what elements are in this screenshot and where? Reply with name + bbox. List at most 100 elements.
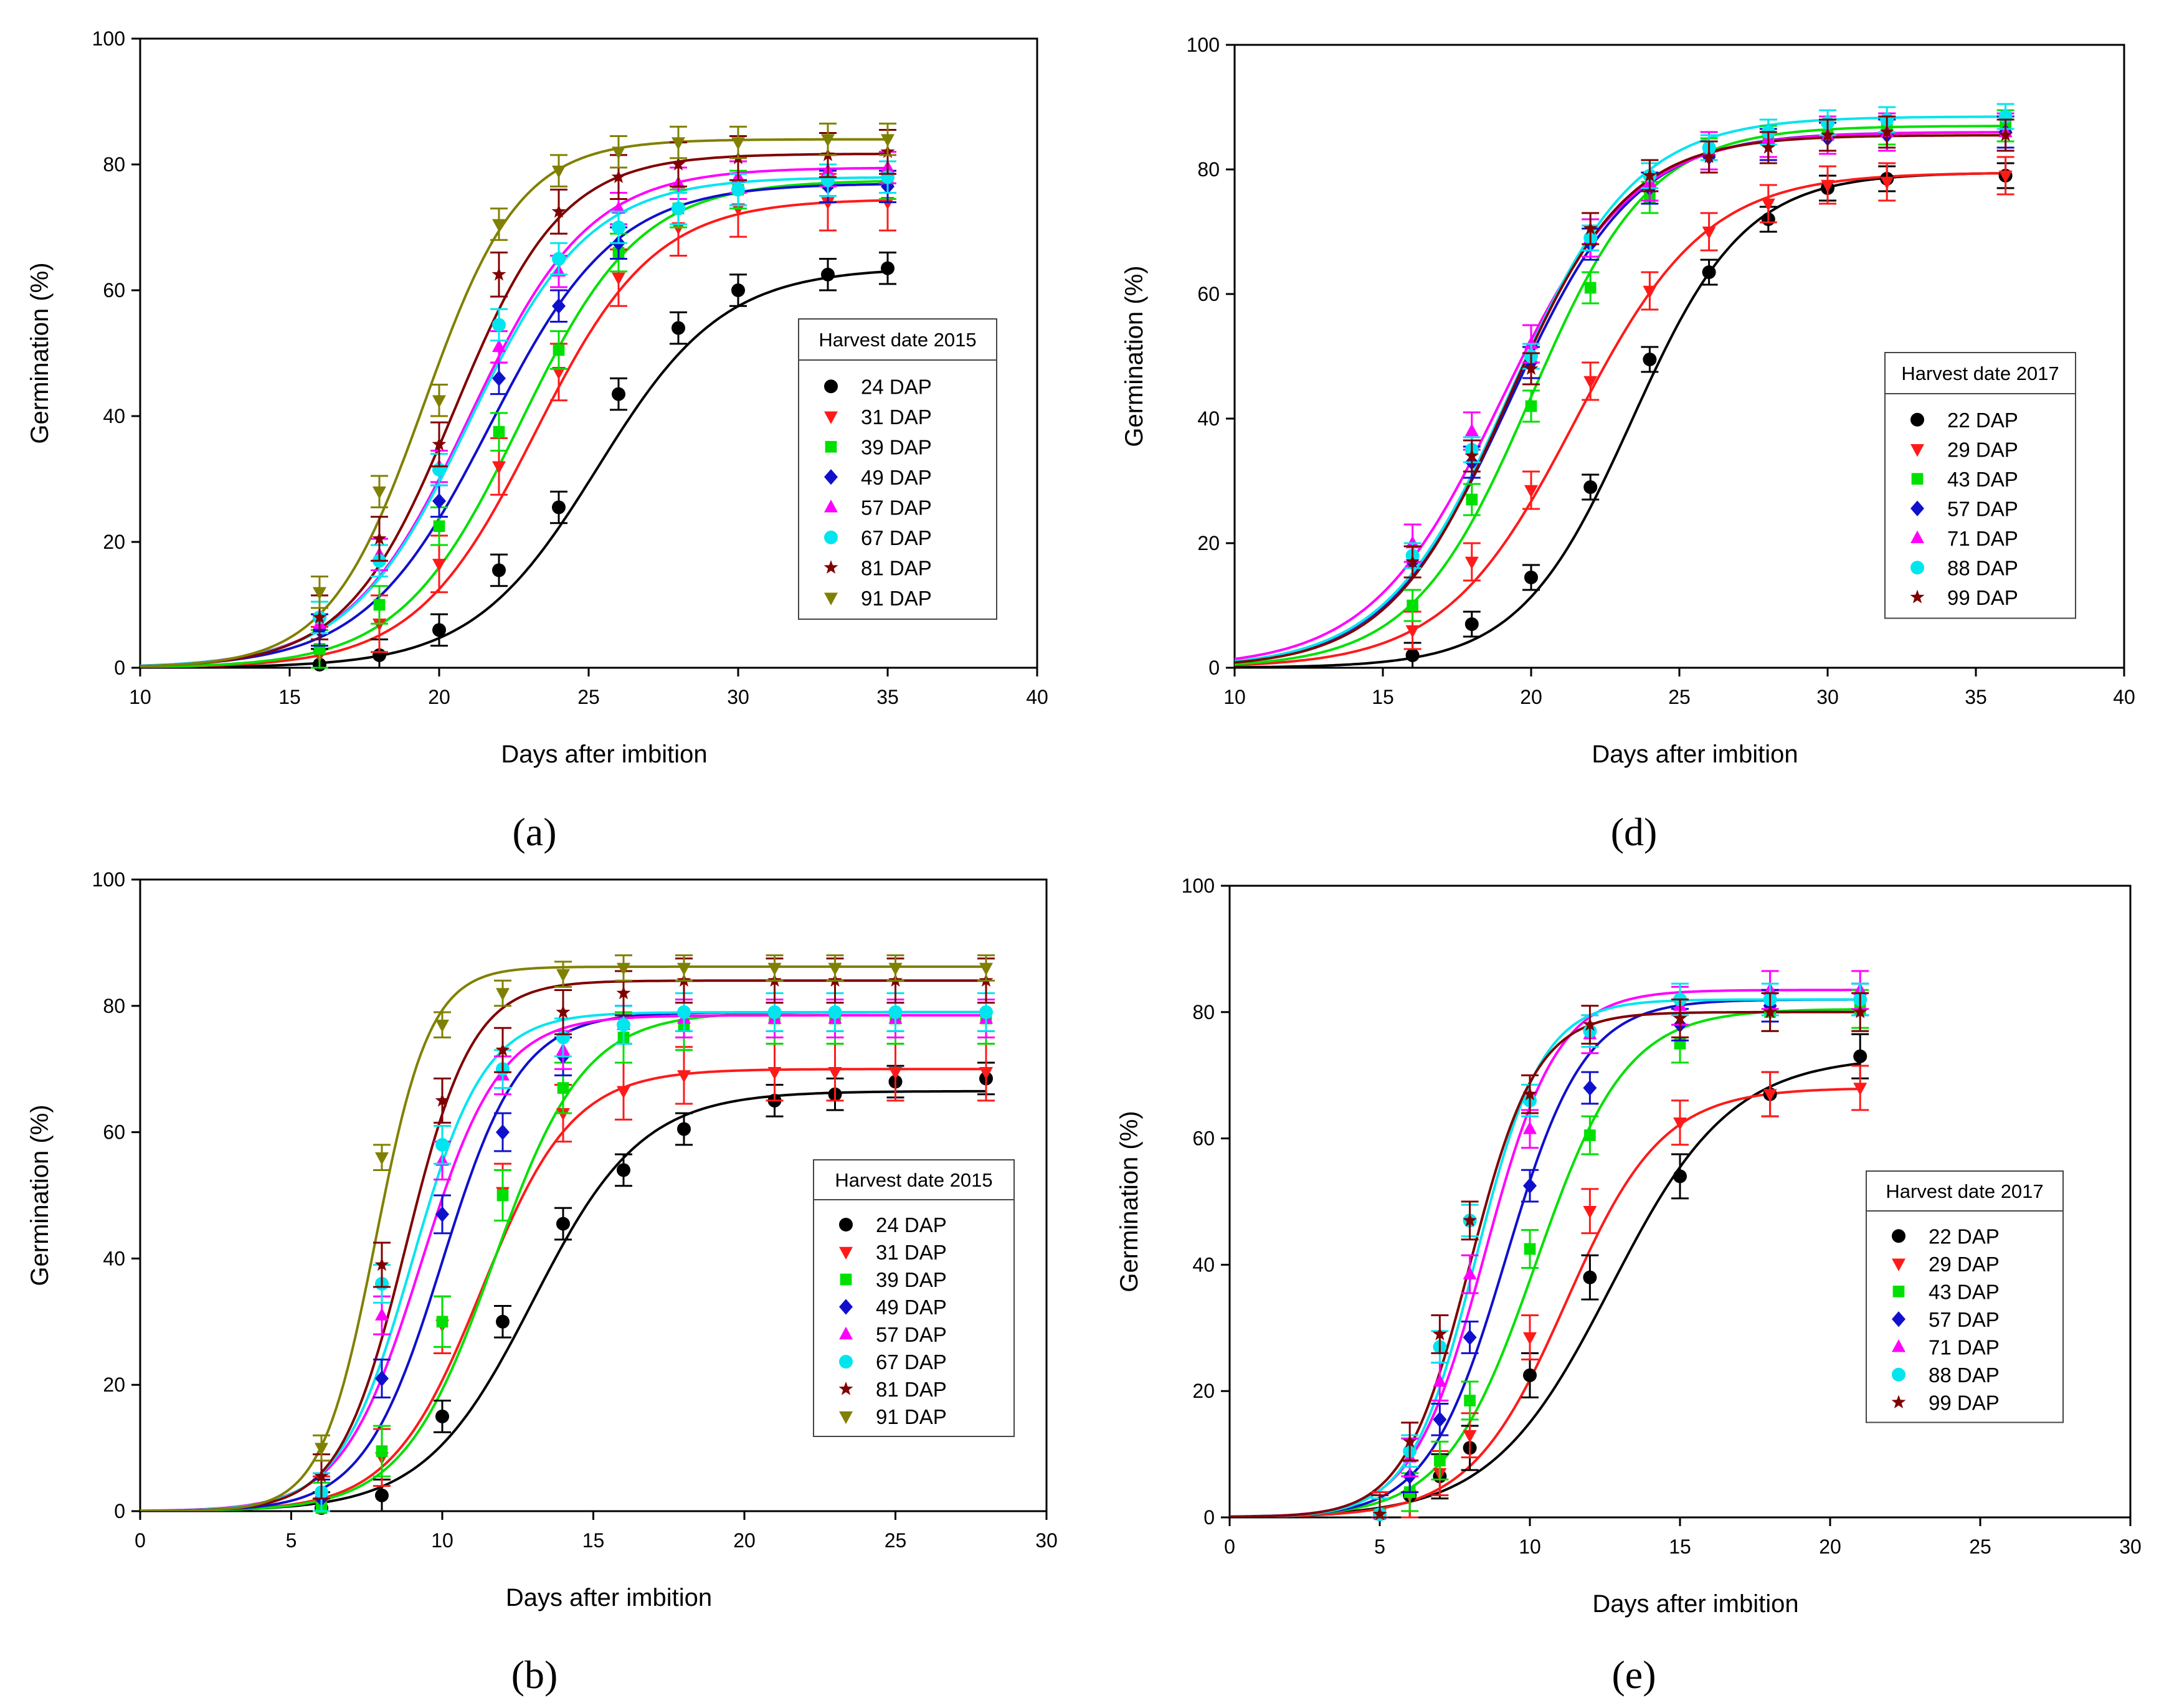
legend-title: Harvest date 2017: [1886, 1180, 2043, 1202]
data-point: [888, 1067, 903, 1080]
fit-curve-71-dap: [1230, 989, 1861, 1517]
legend-entry: 49 DAP: [861, 466, 932, 489]
y-tick-label: 80: [1192, 1001, 1215, 1023]
data-point: [1642, 168, 1657, 182]
x-tick-label: 15: [1669, 1535, 1691, 1558]
y-tick-label: 80: [1197, 158, 1220, 181]
x-tick-label: 25: [1668, 686, 1691, 708]
y-tick-label: 60: [103, 279, 125, 301]
fit-curve-67-dap: [140, 176, 888, 667]
data-point: [315, 1443, 328, 1456]
legend-marker: [1910, 561, 1924, 575]
data-point: [1407, 599, 1418, 612]
series-99-dap: [1371, 992, 1869, 1521]
data-point: [1466, 493, 1478, 506]
legend-marker: [839, 1326, 853, 1340]
data-point: [731, 203, 745, 216]
y-axis-label: Germination (%): [1116, 1111, 1143, 1292]
legend-marker: [1911, 473, 1924, 485]
x-tick-label: 35: [1965, 686, 1987, 708]
data-point: [1522, 1086, 1537, 1101]
data-point: [1525, 400, 1537, 412]
data-point: [492, 318, 506, 332]
legend-entry: 49 DAP: [876, 1296, 947, 1319]
data-point: [1879, 124, 1894, 138]
data-point: [1405, 648, 1420, 662]
data-point: [1405, 535, 1420, 549]
data-point: [1524, 571, 1538, 584]
legend-marker: [839, 1299, 853, 1315]
data-point: [1464, 423, 1479, 437]
legend-entry: 43 DAP: [1929, 1280, 2000, 1303]
legend-marker: [1910, 500, 1924, 516]
data-point: [492, 370, 506, 387]
data-point: [493, 425, 505, 438]
data-point: [731, 183, 745, 197]
data-point: [435, 1409, 449, 1423]
legend-entry: 29 DAP: [1929, 1253, 2000, 1276]
data-point: [556, 969, 570, 982]
legend-entry: 24 DAP: [861, 375, 932, 398]
data-point: [552, 165, 566, 179]
legend-entry: 29 DAP: [1947, 438, 2018, 461]
data-point: [677, 1122, 691, 1136]
data-point: [731, 137, 745, 150]
x-axis-label: Days after imbition: [501, 741, 707, 768]
legend-marker: [824, 500, 838, 513]
data-point: [1524, 485, 1538, 498]
y-tick-label: 60: [1197, 283, 1220, 305]
data-point: [612, 201, 625, 214]
y-tick-label: 60: [103, 1121, 125, 1144]
data-point: [551, 204, 566, 218]
data-point: [1434, 1454, 1446, 1467]
data-point: [1583, 376, 1598, 389]
legend-entry: 57 DAP: [861, 496, 932, 519]
legend-entry: 67 DAP: [861, 526, 932, 549]
fit-curve-49-dap: [140, 183, 888, 668]
panel-label-e: (e): [1611, 1653, 1656, 1697]
data-point: [1523, 1178, 1537, 1194]
data-point: [1584, 282, 1597, 294]
data-point: [617, 1163, 630, 1177]
legend-entry: 99 DAP: [1929, 1391, 2000, 1414]
x-axis-label: Days after imbition: [1592, 741, 1798, 768]
legend-marker: [1892, 1311, 1905, 1327]
data-point: [1673, 1169, 1687, 1184]
data-point: [616, 985, 631, 1000]
legend-marker: [824, 379, 838, 394]
fit-curve-43-dap: [1235, 125, 2006, 666]
data-point: [1523, 1121, 1537, 1134]
y-tick-label: 20: [1197, 532, 1220, 554]
data-point: [1432, 1326, 1447, 1340]
data-point: [828, 1067, 842, 1080]
data-point: [492, 563, 506, 577]
fit-curve-99-dap: [1230, 1010, 1861, 1517]
panel-label-b: (b): [511, 1653, 558, 1697]
legend-entry: 88 DAP: [1929, 1364, 2000, 1387]
y-axis-label: Germination (%): [26, 262, 54, 444]
legend-marker: [1892, 1229, 1905, 1243]
series-91-dap: [311, 122, 896, 609]
y-tick-label: 60: [1192, 1127, 1215, 1150]
y-tick-label: 40: [103, 405, 125, 427]
x-tick-label: 15: [1372, 686, 1394, 708]
legend-entry: 57 DAP: [876, 1323, 947, 1346]
legend-marker: [839, 1411, 853, 1425]
data-point: [1464, 617, 1479, 631]
y-tick-label: 40: [1192, 1253, 1215, 1276]
data-point: [1761, 140, 1776, 154]
data-point: [496, 1189, 509, 1202]
data-point: [821, 134, 835, 147]
series-88-dap: [1371, 982, 1869, 1521]
legend-entry: 81 DAP: [876, 1378, 947, 1401]
x-tick-label: 0: [135, 1529, 146, 1552]
x-tick-label: 10: [431, 1529, 453, 1552]
data-point: [1673, 1117, 1687, 1131]
data-point: [556, 1108, 570, 1121]
x-axis-label: Days after imbition: [506, 1584, 712, 1611]
legend-entry: 39 DAP: [876, 1268, 947, 1291]
data-point: [1405, 554, 1420, 568]
legend-marker: [1892, 1285, 1905, 1298]
x-tick-label: 20: [428, 686, 450, 708]
data-point: [821, 267, 835, 282]
